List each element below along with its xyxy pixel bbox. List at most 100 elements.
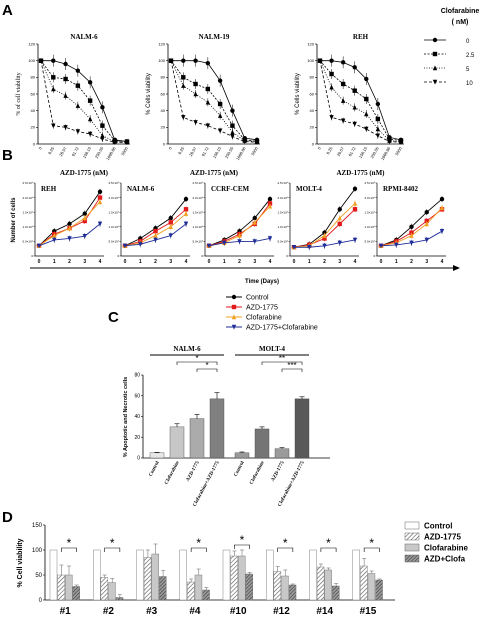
data-point [230, 123, 235, 128]
x-tick-label: 3 [83, 259, 86, 265]
y-tick-label: 0 [117, 254, 119, 258]
y-tick-label: 40 [161, 108, 166, 113]
y-tick-label: 5.0×10⁵ [364, 240, 375, 244]
data-point [378, 243, 384, 249]
data-point [205, 86, 211, 92]
data-point [82, 211, 87, 216]
bar [375, 579, 383, 601]
y-tick-label: 120 [28, 41, 35, 46]
data-point [364, 126, 369, 132]
series-line [41, 60, 128, 142]
y-tick-label: 0 [373, 254, 375, 258]
data-point [100, 105, 105, 110]
significance-mark: * [196, 536, 201, 550]
x-tick-label: 1 [53, 259, 56, 265]
significance-bracket [190, 547, 207, 552]
data-point [242, 139, 247, 145]
data-point [329, 115, 334, 120]
y-tick-label: 80 [310, 75, 315, 80]
bar [367, 573, 376, 601]
y-tick-label: 20 [161, 125, 166, 130]
x-tick-label: 250.05 [224, 145, 235, 159]
bar [136, 549, 144, 601]
bar [294, 398, 310, 459]
y-tick-label: 0 [286, 254, 288, 258]
legend-marker [231, 314, 237, 320]
data-point [51, 58, 56, 63]
x-tick-label: 61.72 [200, 145, 210, 157]
y-tick-label: 2.5×10⁶ [193, 181, 204, 185]
data-point [205, 60, 211, 66]
y-tick-label: 1.0×10⁶ [278, 225, 289, 229]
bar [187, 581, 195, 601]
y-tick-label: 20 [134, 435, 140, 441]
y-axis-label: % of cell viability [15, 72, 22, 115]
y-tick-label: 60 [31, 91, 36, 96]
data-point [75, 103, 81, 108]
significance-mark: * [326, 536, 331, 550]
data-point [97, 221, 103, 227]
series-line [40, 60, 127, 143]
significance-bracket [234, 544, 250, 549]
bar [273, 571, 282, 601]
legend-marker [231, 294, 237, 300]
data-point [252, 219, 257, 225]
y-tick-label: 1.5×10⁶ [193, 210, 204, 214]
y-tick-label: 1.5×10⁶ [23, 210, 34, 214]
bar [93, 549, 101, 601]
significance-mark: * [283, 536, 288, 550]
panel-d: 0 50 100 150 % Cell viability #1 * #2 * #3 #4 * #10 *… [17, 522, 469, 618]
data-point [237, 239, 242, 244]
legend-swatch [404, 543, 420, 552]
bar [309, 549, 317, 601]
series-line [170, 60, 258, 143]
x-tick-label: #1 [60, 606, 72, 617]
y-tick-label: 20 [310, 125, 315, 130]
bar [149, 452, 165, 459]
x-tick-label: 3 [425, 259, 428, 265]
y-tick-label: 120 [307, 41, 314, 46]
data-point [230, 134, 235, 140]
x-tick-label: #2 [103, 606, 115, 617]
subplot-title: NALM-19 [199, 33, 230, 41]
x-tick-label: 0 [167, 145, 173, 150]
x-tick-label: 61.72 [347, 145, 357, 157]
data-point [100, 133, 105, 138]
panel-c: 0 20 40 60 80 % Apoptotic and Necrotic cells N… [123, 345, 330, 508]
y-tick-label: 80 [31, 75, 36, 80]
legend-marker [432, 51, 438, 57]
significance-mark: *** [287, 361, 296, 370]
data-point [36, 243, 42, 249]
legend-label: 0 [466, 39, 470, 45]
x-axis-label: AZD-1775 (nM) [190, 169, 239, 177]
significance-mark: * [67, 536, 72, 550]
legend-label: 2.5 [466, 53, 475, 59]
subplot-title: NALM-6 [70, 33, 98, 41]
legend-label: 5 [466, 67, 470, 73]
data-point [375, 101, 381, 107]
panel-label-b: B [2, 147, 13, 164]
significance-bracket [104, 547, 121, 552]
bar [360, 565, 368, 601]
x-axis-label: AZD-1775 (nM) [60, 169, 109, 177]
data-point [352, 121, 357, 127]
data-point [217, 128, 223, 134]
x-tick-label: 26.07 [58, 145, 68, 157]
data-point [67, 225, 72, 231]
bar [57, 574, 65, 601]
x-tick-label: 2 [410, 259, 413, 265]
data-point [337, 215, 342, 221]
bar [64, 574, 73, 601]
legend-label: Clofarabine [424, 544, 469, 553]
data-point [398, 140, 404, 145]
legend-label: Control [246, 295, 269, 302]
bar [194, 574, 203, 601]
data-point [206, 243, 212, 249]
x-tick-label: #4 [189, 606, 201, 617]
significance-bracket [320, 547, 337, 552]
legend-swatch [404, 521, 420, 530]
data-point [352, 65, 357, 70]
y-tick-label: 0 [163, 141, 166, 146]
data-point [63, 93, 68, 98]
